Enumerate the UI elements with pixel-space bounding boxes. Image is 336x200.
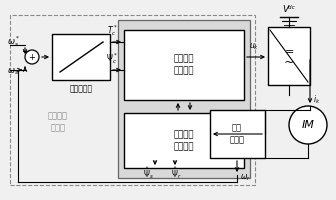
Text: $i_k$: $i_k$ — [313, 94, 321, 106]
Text: =: = — [284, 47, 294, 57]
Text: $\Psi^*_c$: $\Psi^*_c$ — [106, 51, 118, 66]
Circle shape — [289, 106, 327, 144]
Text: $u_k$: $u_k$ — [249, 42, 259, 52]
Text: $\hat{\Psi}_s$: $\hat{\Psi}_s$ — [142, 165, 154, 181]
Text: 磁链
观测器: 磁链 观测器 — [229, 123, 245, 145]
Text: $\omega_r$: $\omega_r$ — [240, 173, 251, 183]
Circle shape — [25, 50, 39, 64]
Bar — [268, 27, 310, 85]
Text: 模型预测
控制器: 模型预测 控制器 — [48, 111, 68, 133]
Text: $\hat{\Psi}_r$: $\hat{\Psi}_r$ — [171, 165, 181, 181]
Bar — [124, 30, 244, 100]
Text: ~: ~ — [284, 55, 294, 68]
Bar — [210, 110, 265, 158]
Text: IM: IM — [302, 120, 314, 130]
Text: $T^*_c$: $T^*_c$ — [107, 23, 118, 38]
Text: $+$: $+$ — [28, 52, 36, 62]
Text: 价値函数
滚动优化: 价値函数 滚动优化 — [174, 54, 194, 76]
Bar — [124, 113, 244, 168]
Bar — [10, 15, 255, 185]
Text: 内部状态
预测模型: 内部状态 预测模型 — [174, 130, 194, 152]
Text: $\omega^*_s$: $\omega^*_s$ — [7, 35, 20, 49]
Bar — [118, 20, 250, 178]
Text: 转速控制器: 转速控制器 — [70, 84, 92, 93]
Bar — [52, 34, 110, 80]
Text: $\omega_s$: $\omega_s$ — [7, 67, 19, 77]
Text: $-$: $-$ — [22, 45, 31, 55]
Text: Vᵈᶜ: Vᵈᶜ — [283, 5, 296, 15]
